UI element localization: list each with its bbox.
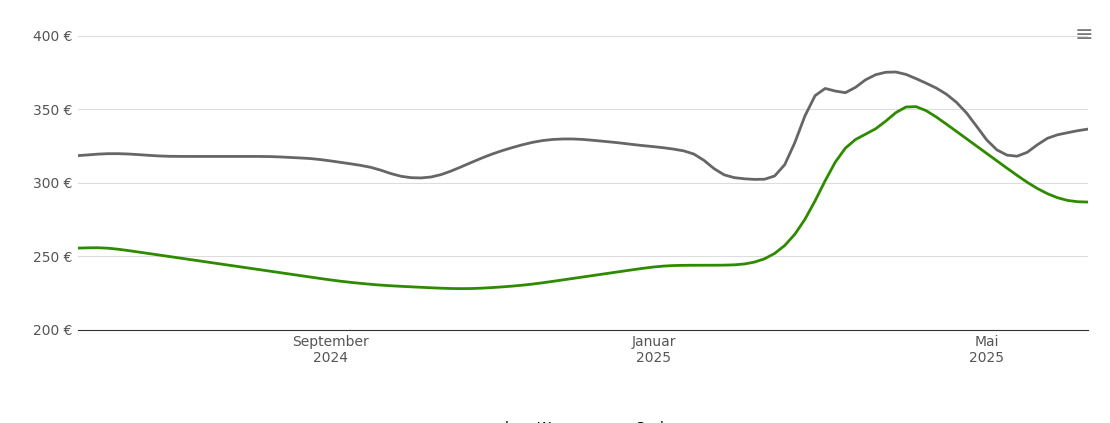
Legend: lose Ware, Sackware: lose Ware, Sackware [457,415,708,423]
Text: ≡: ≡ [1074,25,1093,45]
